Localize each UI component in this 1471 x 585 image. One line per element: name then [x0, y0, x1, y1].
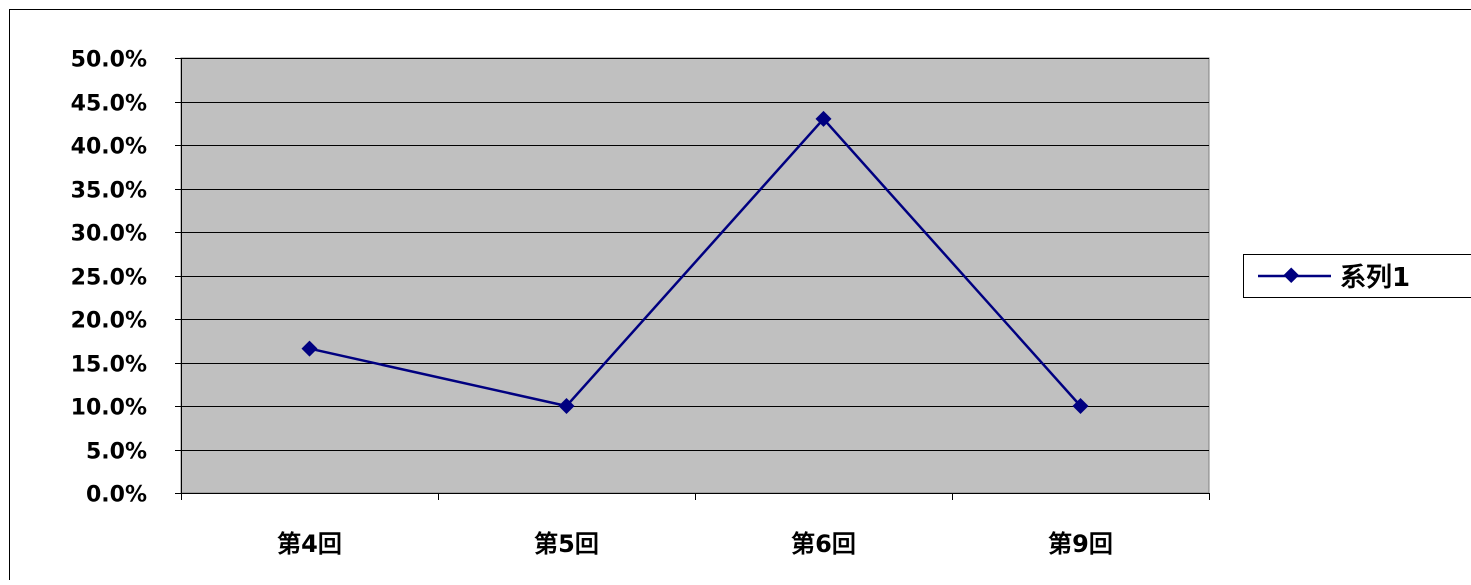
y-tick-label: 20.0% — [71, 309, 147, 334]
plot-area — [181, 58, 1209, 493]
legend-label-series-1: 系列1 — [1340, 263, 1410, 293]
y-tick-label: 5.0% — [86, 440, 147, 465]
y-tick-label: 45.0% — [71, 92, 147, 117]
x-tick-label: 第9回 — [1048, 530, 1113, 558]
y-tick-label: 40.0% — [71, 135, 147, 160]
y-tick-label: 0.0% — [86, 483, 147, 508]
y-tick-label: 25.0% — [71, 266, 147, 291]
y-tick-label: 10.0% — [71, 396, 147, 421]
x-tick-label: 第4回 — [277, 530, 342, 558]
x-tick-label: 第6回 — [791, 530, 856, 558]
legend: 系列1 — [1244, 255, 1471, 298]
x-tick-label: 第5回 — [534, 530, 599, 558]
y-tick-label: 50.0% — [71, 48, 147, 73]
y-tick-label: 15.0% — [71, 353, 147, 378]
y-tick-label: 35.0% — [71, 179, 147, 204]
y-tick-label: 30.0% — [71, 222, 147, 247]
